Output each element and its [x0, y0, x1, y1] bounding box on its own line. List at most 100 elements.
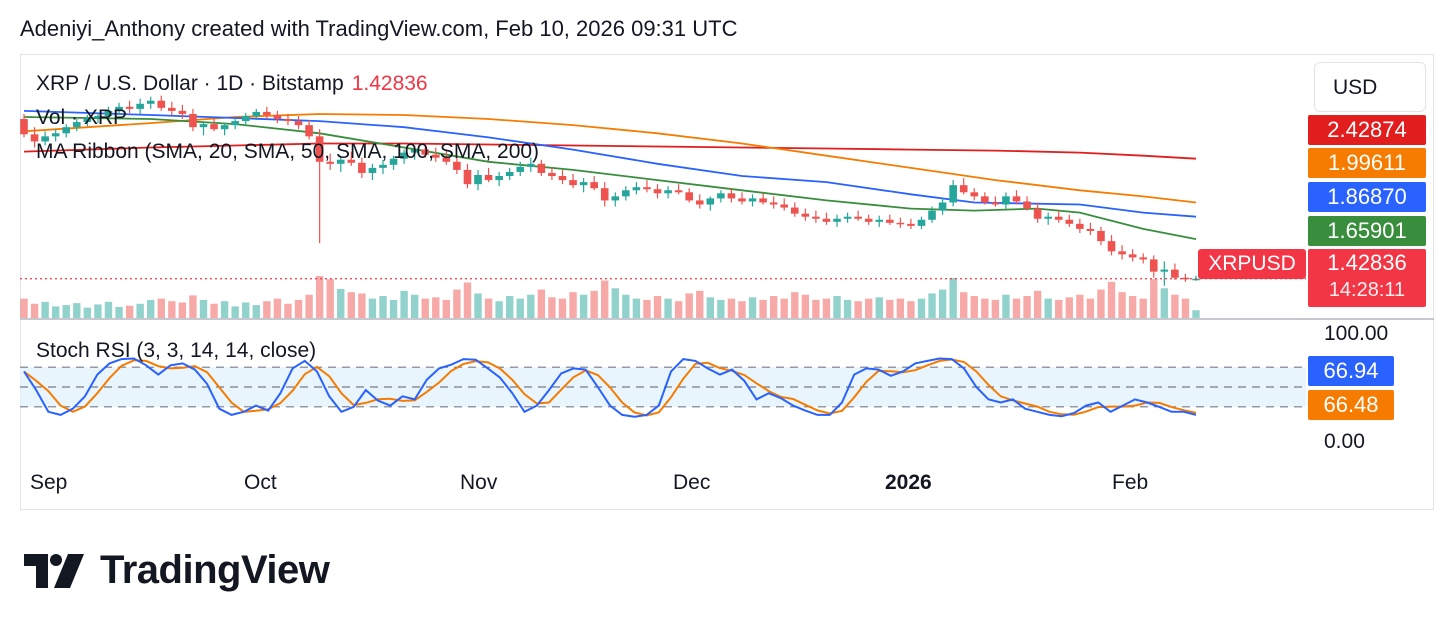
- volume-bar: [1086, 298, 1095, 318]
- volume-bar: [1118, 292, 1126, 318]
- volume-bar: [1076, 294, 1084, 318]
- volume-bar: [801, 294, 810, 318]
- candle-body: [674, 190, 683, 193]
- sma50-polyline: [23, 110, 1197, 218]
- volume-bar: [51, 306, 60, 318]
- candle-body: [168, 107, 176, 111]
- candle-body: [463, 169, 472, 185]
- candle-body: [136, 103, 144, 109]
- candle-body: [527, 163, 535, 167]
- candle-body: [72, 122, 81, 128]
- sma100-line: [23, 113, 1197, 204]
- candle-body: [83, 118, 92, 123]
- symbol-title: XRP / U.S. Dollar · 1D · Bitstamp: [36, 72, 344, 95]
- volume-bar: [907, 301, 915, 318]
- volume-bar: [1002, 294, 1010, 318]
- volume-bar: [94, 304, 102, 318]
- candle-body: [833, 218, 841, 222]
- candle-body: [664, 190, 672, 194]
- volume-bar: [1044, 298, 1052, 318]
- candle-body: [484, 175, 493, 181]
- volume-bar: [759, 299, 767, 318]
- candle-body: [94, 115, 102, 119]
- chart-frame: [20, 54, 1434, 510]
- candle-body: [284, 119, 292, 122]
- volume-bar: [674, 301, 683, 318]
- candle-body: [938, 202, 947, 211]
- volume-bar: [73, 303, 81, 318]
- volume-bar: [453, 289, 461, 318]
- volume-bar: [220, 301, 229, 318]
- volume-bar: [1128, 296, 1137, 318]
- sma50-price-tag: 1.86870: [1308, 182, 1426, 212]
- volume-bar: [463, 282, 472, 318]
- candle-body: [1054, 216, 1063, 220]
- volume-bar: [1097, 289, 1105, 318]
- volume-bar: [125, 305, 134, 318]
- volume-legend[interactable]: Vol · XRP: [36, 106, 128, 129]
- candle-body: [1171, 269, 1179, 278]
- volume-bar: [1023, 296, 1031, 318]
- sma200-price-tag: 2.42874: [1308, 115, 1426, 145]
- candle-body: [643, 187, 651, 190]
- ma-ribbon-legend[interactable]: MA Ribbon (SMA, 20, SMA, 50, SMA, 100, S…: [36, 140, 540, 163]
- volume-bar: [1107, 281, 1116, 318]
- volume-bar: [410, 294, 419, 318]
- candle-body: [801, 213, 810, 217]
- volume-bar: [569, 292, 577, 318]
- volume-bar: [157, 298, 165, 318]
- candle-body: [505, 171, 514, 177]
- xaxis-label-sep: Sep: [30, 471, 68, 494]
- candle-body: [812, 216, 820, 219]
- candle-body: [263, 111, 271, 115]
- candle-body: [1128, 254, 1137, 258]
- volume-bar: [548, 297, 556, 318]
- candle-body: [178, 110, 187, 114]
- volume-bar: [886, 299, 894, 318]
- volume-bar: [643, 299, 651, 318]
- volume-bar: [579, 294, 588, 318]
- legend-last-price: 1.42836: [351, 72, 428, 95]
- candle-body: [125, 106, 134, 109]
- symbol-legend[interactable]: XRP / U.S. Dollar · 1D · Bitstamp 1.42836: [36, 72, 428, 96]
- volume-bar: [231, 306, 239, 318]
- sma20-polyline: [23, 116, 1197, 240]
- candle-body: [1149, 259, 1158, 272]
- candle-body: [558, 176, 567, 181]
- volume-bar: [30, 303, 39, 318]
- volume-bar: [421, 298, 429, 318]
- volume-bar: [864, 298, 873, 318]
- sma200-line: [23, 142, 1197, 160]
- volume-bar: [379, 296, 387, 318]
- candle-body: [1118, 251, 1126, 255]
- stoch-k-line: [23, 357, 1197, 418]
- volume-bar: [474, 293, 482, 318]
- volume-bar: [854, 301, 862, 318]
- tradingview-logo[interactable]: TradingView: [24, 548, 330, 593]
- volume-bar: [601, 280, 609, 318]
- volume-bar: [284, 303, 292, 318]
- candle-body: [1012, 196, 1021, 202]
- candle-body: [632, 187, 641, 191]
- pane-guides: [20, 278, 1434, 320]
- volume-bar: [611, 288, 619, 318]
- candle-body: [516, 166, 525, 172]
- candle-body: [368, 167, 377, 173]
- volume-bar: [294, 299, 303, 318]
- candle-body: [104, 110, 113, 116]
- candle-body: [1076, 223, 1084, 229]
- stoch-rsi-pane: [20, 357, 1306, 418]
- candle-body: [220, 125, 229, 130]
- volume-bar: [1065, 297, 1073, 318]
- sma50-line: [23, 110, 1197, 218]
- volume-bar: [263, 301, 271, 318]
- candle-body: [981, 196, 989, 203]
- candle-body: [315, 136, 324, 162]
- bar-countdown: 14:28:11: [1328, 279, 1406, 301]
- currency-button[interactable]: USD: [1314, 62, 1426, 112]
- candle-body: [1107, 241, 1116, 252]
- stoch-rsi-legend[interactable]: Stoch RSI (3, 3, 14, 14, close): [36, 339, 317, 362]
- candle-body: [347, 159, 356, 163]
- volume-bar: [991, 299, 1000, 318]
